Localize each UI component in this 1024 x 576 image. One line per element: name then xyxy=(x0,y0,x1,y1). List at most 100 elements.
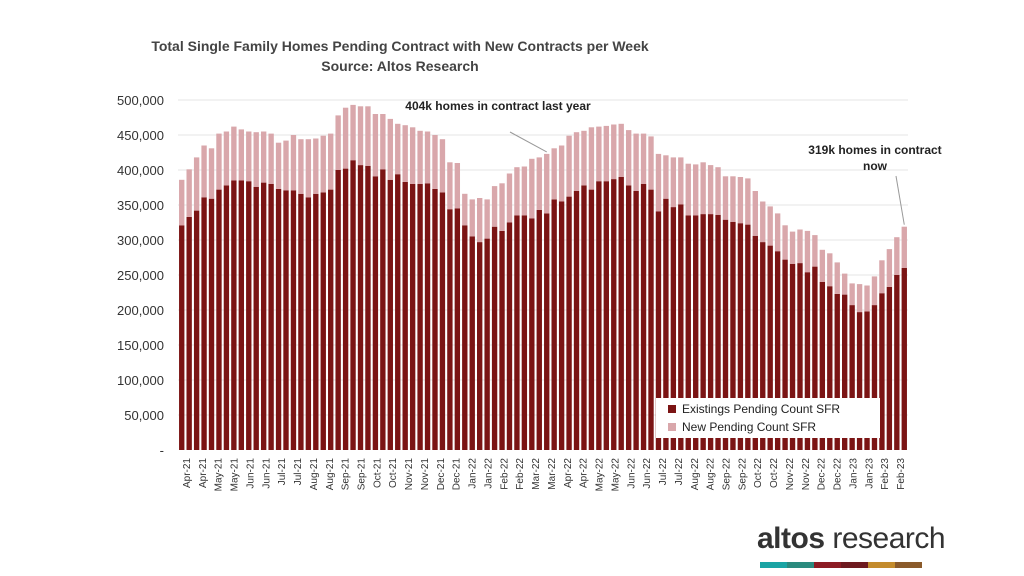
y-tick-label: 350,000 xyxy=(117,198,164,213)
bar-new xyxy=(305,139,312,198)
bar-new xyxy=(201,145,207,198)
x-tick-label: Jan-22 xyxy=(483,458,494,489)
bar-existing xyxy=(842,294,848,450)
bar-existing xyxy=(551,199,557,450)
bar-new xyxy=(707,165,714,215)
bar-new xyxy=(693,164,699,216)
bar-new xyxy=(484,199,490,239)
bar-new xyxy=(469,199,475,237)
legend-item-existing: Existings Pending Count SFR xyxy=(668,401,840,417)
bar-new xyxy=(454,163,461,209)
bar-new xyxy=(238,129,244,181)
bar-existing xyxy=(387,179,393,451)
bar-new xyxy=(417,130,423,184)
bar-existing xyxy=(417,184,423,450)
bar-existing xyxy=(730,221,736,450)
bar-existing xyxy=(320,192,326,450)
bar-existing xyxy=(774,251,781,450)
logo-color-segment xyxy=(895,562,922,568)
bar-new xyxy=(432,135,438,189)
bar-new xyxy=(447,162,453,210)
bar-existing xyxy=(283,190,289,451)
legend-label-new: New Pending Count SFR xyxy=(682,420,817,434)
bar-existing xyxy=(707,214,714,450)
bar-new xyxy=(603,125,609,182)
x-tick-label: Dec-22 xyxy=(817,458,828,491)
bar-new xyxy=(730,176,736,222)
legend-label-existing: Existings Pending Count SFR xyxy=(682,402,841,416)
x-tick-label: Feb-23 xyxy=(896,458,907,490)
bar-existing xyxy=(685,215,691,450)
logo-color-segment xyxy=(787,562,814,568)
bar-existing xyxy=(335,170,341,450)
bar-existing xyxy=(395,174,401,450)
bar-new xyxy=(648,136,654,190)
annotation-now-leader xyxy=(895,175,905,225)
x-tick-label: Oct-22 xyxy=(753,458,764,488)
y-tick-label: 450,000 xyxy=(117,128,164,143)
chart-title: Total Single Family Homes Pending Contra… xyxy=(151,38,649,54)
y-tick-label: 150,000 xyxy=(117,338,164,353)
bar-new xyxy=(871,276,878,306)
bar-new xyxy=(357,106,364,166)
bar-new xyxy=(685,163,691,216)
bar-existing xyxy=(804,272,811,450)
bar-existing xyxy=(179,225,185,450)
bar-existing xyxy=(737,223,744,450)
bar-existing xyxy=(596,181,602,450)
x-tick-label: Aug-21 xyxy=(325,458,336,491)
bar-new xyxy=(529,158,535,219)
logo-color-segment xyxy=(760,562,787,568)
x-tick-label: Jun-21 xyxy=(261,458,272,489)
bar-new xyxy=(722,176,729,220)
bar-new xyxy=(715,167,721,215)
bar-existing xyxy=(581,185,587,450)
x-tick-label: Nov-21 xyxy=(420,458,431,491)
bar-new xyxy=(536,157,542,210)
bar-new xyxy=(328,133,334,190)
bar-existing xyxy=(856,312,863,450)
bar-new xyxy=(193,157,200,211)
bar-existing xyxy=(305,197,312,450)
bar-new xyxy=(268,133,274,184)
bar-new xyxy=(625,130,632,186)
bar-new xyxy=(216,133,222,190)
x-tick-label: Dec-21 xyxy=(436,458,447,491)
bar-existing xyxy=(506,222,513,450)
bar-existing xyxy=(618,177,624,450)
bar-existing xyxy=(655,211,662,450)
bar-new xyxy=(588,127,595,190)
bar-existing xyxy=(424,183,431,451)
bar-existing xyxy=(380,169,386,451)
bar-existing xyxy=(648,189,654,450)
x-tick-label: Sep-22 xyxy=(722,458,733,491)
bar-existing xyxy=(365,165,371,451)
x-tick-label: May-22 xyxy=(595,458,606,492)
bar-new xyxy=(246,131,252,182)
x-tick-label: Oct-21 xyxy=(388,458,399,488)
logo-color-segment xyxy=(841,562,868,568)
bar-new xyxy=(275,142,282,189)
x-tick-label: May-21 xyxy=(230,458,241,492)
bar-new xyxy=(812,235,818,267)
x-tick-label: Jul-21 xyxy=(277,458,288,486)
y-tick-label: 200,000 xyxy=(117,303,164,318)
bar-new xyxy=(752,191,758,236)
x-tick-label: Jan-22 xyxy=(468,458,479,489)
bars xyxy=(179,104,907,451)
x-tick-label: Nov-21 xyxy=(404,458,415,491)
bar-existing xyxy=(372,176,379,451)
bar-existing xyxy=(588,189,595,450)
bar-existing xyxy=(275,188,282,450)
bar-existing xyxy=(715,214,721,450)
bar-existing xyxy=(871,305,878,450)
bar-new xyxy=(253,132,259,187)
bar-existing xyxy=(491,226,498,450)
bar-new xyxy=(179,179,185,226)
bar-existing xyxy=(216,189,222,450)
x-tick-label: Nov-22 xyxy=(801,458,812,491)
x-tick-label: Jul-21 xyxy=(293,458,304,486)
bar-new xyxy=(514,167,520,216)
altos-research-logo: altos research xyxy=(757,522,946,556)
bar-existing xyxy=(536,209,542,450)
